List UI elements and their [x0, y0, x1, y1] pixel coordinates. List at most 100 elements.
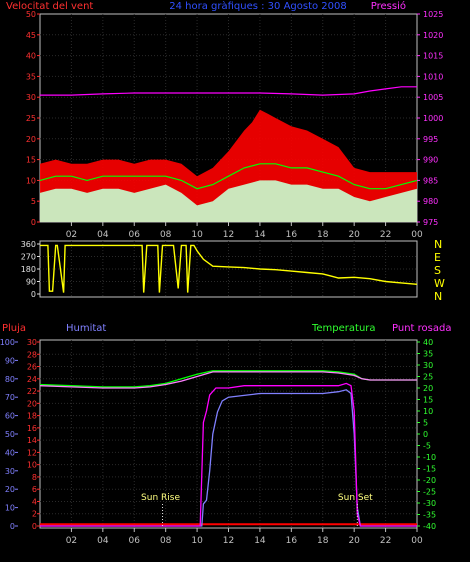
- rain-ytick-label: 70: [5, 393, 15, 402]
- rain-ytick-label: 10: [5, 504, 15, 513]
- humidity-xtick-label: 22: [380, 536, 391, 546]
- humidity-series: [39, 370, 417, 527]
- humidity-ytick-label: 4: [32, 497, 37, 506]
- pressure-ytick-label: 980: [423, 197, 438, 206]
- pressure-ytick-label: 985: [423, 176, 438, 185]
- compass-label: N: [434, 238, 442, 251]
- wind-speed-xtick-label: 06: [129, 230, 141, 240]
- humidity-ticks: 0102030405060708090100024681012141618202…: [0, 338, 436, 546]
- wind-speed-ticks: 0510152025303540455097598098599099510001…: [26, 10, 444, 240]
- humidity-xtick-label: 16: [286, 536, 298, 546]
- compass-label: W: [434, 277, 445, 290]
- wind-speed-ytick-label: 25: [26, 114, 36, 123]
- pressure-axis-label: Pressió: [371, 0, 406, 12]
- wind-speed-ytick-label: 50: [26, 10, 36, 19]
- humidity-ytick-label: 24: [27, 375, 37, 384]
- temperature-ytick-label: 35: [423, 350, 433, 359]
- wind-minimum-series: [40, 180, 417, 222]
- humidity-grid: [40, 340, 417, 528]
- humidity-ytick-label: 22: [27, 387, 37, 396]
- wind-speed-ytick-label: 35: [26, 72, 36, 81]
- compass-label: N: [434, 290, 442, 303]
- rain-ytick-label: 0: [10, 522, 15, 531]
- humidity-ytick-label: 0: [32, 522, 37, 531]
- temperature-ytick-label: -25: [423, 488, 436, 497]
- wind-speed-series: [39, 86, 418, 222]
- wind-direction-series: [40, 244, 418, 293]
- wind-speed-xtick-label: 20: [348, 230, 360, 240]
- sun-annotation: Sun Set: [338, 493, 373, 503]
- chart-title: 24 hora gràfiques : 30 Agosto 2008: [169, 0, 347, 12]
- compass-label: E: [434, 251, 441, 264]
- rain-ytick-label: 60: [5, 412, 15, 421]
- humidity-ytick-label: 26: [27, 363, 37, 372]
- temperature-axis-label: Temperatura: [311, 323, 376, 334]
- wind-direction-ytick-label: 270: [21, 253, 36, 262]
- wind-speed-ytick-label: 30: [26, 93, 36, 102]
- pressure-ytick-label: 1020: [423, 31, 443, 40]
- wind-direction-ytick-label: 0: [31, 290, 36, 299]
- temperature-ytick-label: -5: [423, 442, 431, 451]
- temperature-ytick-label: -30: [423, 499, 436, 508]
- temperature-ytick-label: 20: [423, 384, 433, 393]
- temperature-ytick-label: 5: [423, 419, 428, 428]
- pressure-ytick-label: 1025: [423, 10, 443, 19]
- dew-point-series: [40, 382, 417, 527]
- humidity-xtick-label: 00: [411, 536, 423, 546]
- humidity-annotations: Sun Rise Sun Set: [141, 493, 373, 526]
- humidity-xtick-label: 08: [160, 536, 172, 546]
- humidity-ytick-label: 20: [27, 399, 37, 408]
- wind-direction-series: [40, 244, 418, 293]
- humidity-ytick-label: 16: [27, 424, 37, 433]
- humidity-ytick-label: 18: [27, 412, 37, 421]
- pressure-ytick-label: 1015: [423, 52, 443, 61]
- pressure-ytick-label: 995: [423, 135, 438, 144]
- humidity-xtick-label: 10: [191, 536, 203, 546]
- compass-label: S: [434, 264, 441, 277]
- pressure-series: [40, 86, 417, 96]
- pressure-ytick-label: 975: [423, 218, 438, 227]
- temperature-ytick-label: -20: [423, 476, 436, 485]
- temperature-ytick-label: 25: [423, 373, 433, 382]
- wind-speed-xtick-label: 22: [380, 230, 391, 240]
- wind-speed-panel: 0510152025303540455097598098599099510001…: [26, 10, 444, 240]
- rain-ytick-label: 50: [5, 430, 15, 439]
- humidity-xtick-label: 02: [66, 536, 77, 546]
- dew-point-axis-label: Punt rosada: [392, 323, 451, 334]
- wind-speed-ytick-label: 5: [31, 197, 36, 206]
- humidity-ytick-label: 10: [27, 461, 37, 470]
- wind-speed-ytick-label: 15: [26, 156, 36, 165]
- humidity-xtick-label: 12: [223, 536, 234, 546]
- temperature-ytick-label: -40: [423, 522, 436, 531]
- wind-speed-ytick-label: 20: [26, 135, 36, 144]
- wind-speed-xtick-label: 12: [223, 230, 234, 240]
- temperature-ytick-label: 30: [423, 361, 433, 370]
- humidity-series: [40, 389, 417, 527]
- temperature-ytick-label: 10: [423, 407, 433, 416]
- humidity-pct-series: [39, 371, 417, 389]
- rain-ytick-label: 20: [5, 485, 15, 494]
- wind-direction-ytick-label: 180: [21, 265, 36, 274]
- wind-direction-ytick-label: 90: [26, 278, 36, 287]
- wind-average-series: [39, 163, 418, 190]
- wind-speed-ytick-label: 10: [26, 176, 36, 185]
- humidity-ytick-label: 6: [32, 485, 37, 494]
- rain-ytick-label: 100: [0, 338, 15, 347]
- pressure-ytick-label: 1005: [423, 93, 443, 102]
- rain-ytick-label: 30: [5, 467, 15, 476]
- wind-speed-ytick-label: 45: [26, 31, 36, 40]
- wind-speed-ytick-label: 40: [26, 52, 36, 61]
- humidity-ytick-label: 28: [27, 350, 37, 359]
- wind-speed-xtick-label: 14: [254, 230, 266, 240]
- wind-speed-xtick-label: 08: [160, 230, 172, 240]
- humidity-temperature-panel: 0102030405060708090100024681012141618202…: [0, 338, 436, 546]
- rain-ytick-label: 90: [5, 356, 15, 365]
- wind-speed-xtick-label: 16: [286, 230, 298, 240]
- wind-speed-xtick-label: 10: [191, 230, 203, 240]
- pressure-ytick-label: 990: [423, 156, 438, 165]
- humidity-ytick-label: 8: [32, 473, 37, 482]
- rain-axis-label: Pluja: [2, 323, 26, 334]
- humidity-xtick-label: 20: [348, 536, 360, 546]
- temperature-ytick-label: 15: [423, 396, 433, 405]
